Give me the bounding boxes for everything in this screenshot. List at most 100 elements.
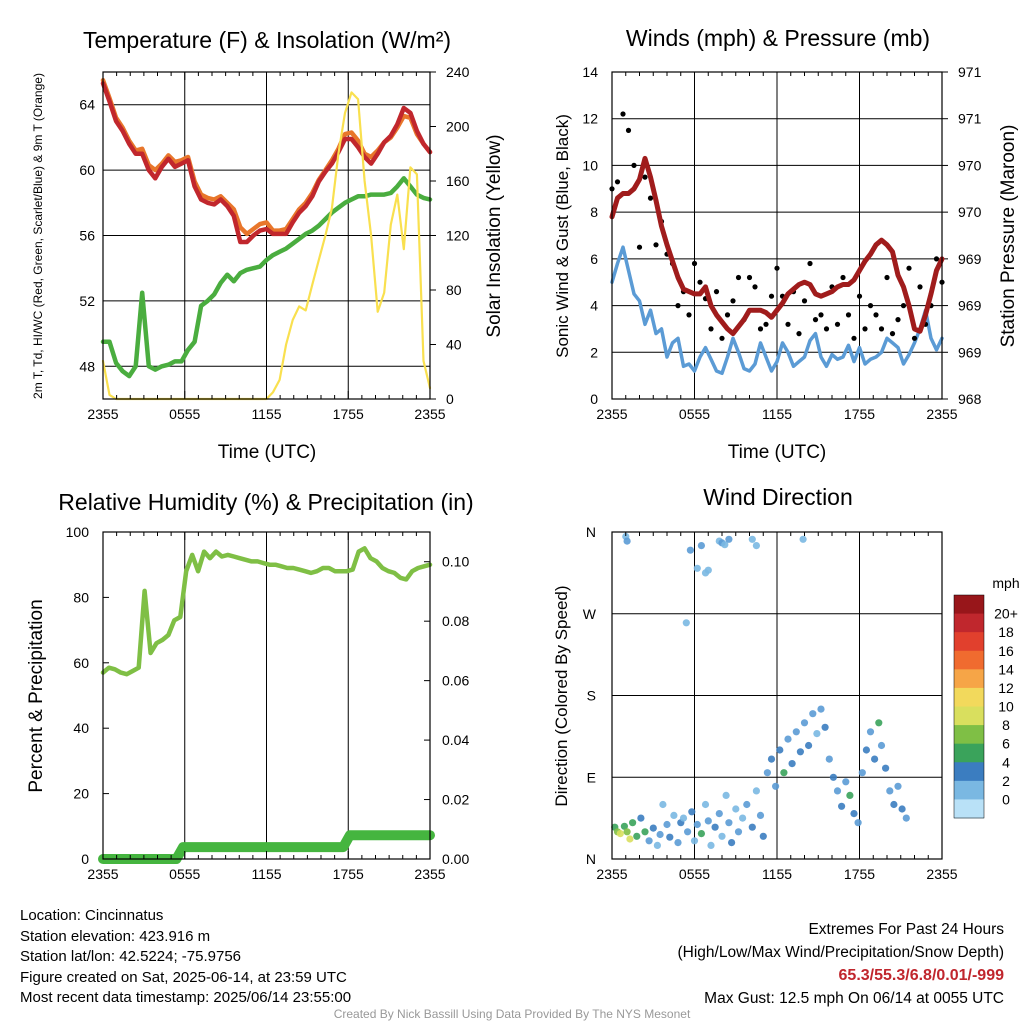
chart1-xlabel: Time (UTC) [218,442,317,463]
chart2-ytick-right-label: 969 [958,298,982,314]
chart4-ytick-label: N [586,851,596,867]
direction-point [629,819,637,827]
chart1-xtick-label: 1755 [333,406,364,422]
direction-point [756,811,765,820]
direction-point [776,746,784,754]
chart3-ytick-label: 80 [73,589,89,605]
chart4-ytick-label: S [587,688,596,704]
chart2-ytick-label: 8 [590,204,598,220]
gust-point [873,312,879,318]
direction-point [858,769,866,777]
gust-point [620,111,626,117]
chart1-ylabel-right: Solar Insolation (Yellow) [484,134,505,337]
direction-point [850,810,858,818]
gust-point [697,279,703,285]
direction-point [846,791,854,800]
direction-point [886,787,894,795]
chart2-xtick-label: 1755 [844,406,875,422]
chart4-xtick-label: 1155 [762,866,792,882]
gust-point [768,293,775,299]
direction-point [707,841,715,850]
legend-swatch [954,650,984,670]
gust-point [917,284,923,290]
gust-point [906,265,912,271]
chart1-ytick-right-label: 0 [446,391,454,407]
chart3-ytick-right-label: 0.06 [442,673,469,689]
chart2-ytick-label: 12 [582,111,598,127]
direction-point [890,800,898,809]
direction-point [656,830,664,839]
chart2-ytick-right-label: 971 [958,111,982,127]
gust-point [774,265,780,271]
gust-point [625,127,632,133]
direction-point [711,823,719,831]
chart3-xtick-label: 1155 [251,866,281,882]
direction-point [898,805,906,813]
gust-point [801,298,808,304]
gust-point [900,303,907,309]
direction-point [623,537,631,545]
chart2-ytick-label: 2 [590,344,598,360]
direction-point [722,791,730,800]
gust-point [647,195,654,201]
legend-title: mph [992,575,1019,591]
chart2-series-gust [609,111,945,341]
chart4-xtick-label: 2355 [926,866,957,882]
chart1-title: Temperature (F) & Insolation (W/m²) [83,27,451,53]
elevation-text: Station elevation: 423.916 m [20,927,211,945]
chart2-ytick-label: 10 [582,157,598,173]
chart3-frame [102,531,431,860]
chart2-ytick-label: 0 [590,391,598,407]
direction-point [690,837,699,845]
extremes-title: Extremes For Past 24 Hours [808,921,1004,938]
direction-point [704,817,712,825]
direction-point [748,535,756,543]
direction-point [684,828,692,836]
chart1-ytick-right-label: 160 [446,173,470,189]
direction-point [829,773,838,781]
chart2-ytick-right-label: 969 [958,251,982,267]
chart3-xtick-label: 2355 [414,866,445,882]
chart1-ytick-label: 52 [79,293,95,309]
direction-point [732,805,740,813]
direction-point [821,723,829,731]
legend-label: 6 [1002,736,1010,752]
direction-point [752,787,761,795]
chart2-ylabel-left: Sonic Wind & Gust (Blue, Black) [553,114,572,358]
direction-point [813,730,821,738]
legend-swatch [954,780,984,800]
chart4-title: Wind Direction [703,484,853,510]
gust-point [735,274,742,281]
gust-point [713,289,720,295]
gust-point [686,312,692,318]
chart1-series-2 [100,176,433,379]
chart1-series-0 [100,77,433,237]
direction-point [772,782,780,790]
chart3-ytick-label: 60 [73,655,89,671]
gust-point [752,284,758,290]
station-info: Location: Cincinnatus Station elevation:… [20,906,351,1009]
direction-point [653,841,662,850]
extremes-panel: Extremes For Past 24 Hours (High/Low/Max… [678,918,1005,1010]
chart3-series-rh [100,546,433,677]
gust-point [856,293,863,299]
gust-point [884,274,890,281]
chart1-frame [102,71,431,400]
gust-point [818,312,824,318]
direction-point [805,741,813,750]
legend-swatch [954,632,984,652]
direction-point [833,787,842,795]
direction-point [759,832,767,840]
direction-point [616,830,624,838]
gust-point [708,326,714,332]
legend-swatch [954,725,984,745]
chart3-ytick-right-label: 0.04 [442,732,469,748]
gust-point [862,326,868,332]
direction-point [854,819,862,827]
direction-point [649,824,657,832]
legend-swatch [954,706,984,726]
chart2-ytick-label: 14 [582,64,598,80]
recent-data-text: Most recent data timestamp: 2025/06/14 2… [20,989,352,1006]
direction-point [734,828,743,836]
created-text: Figure created on Sat, 2025-06-14, at 23… [20,968,347,986]
